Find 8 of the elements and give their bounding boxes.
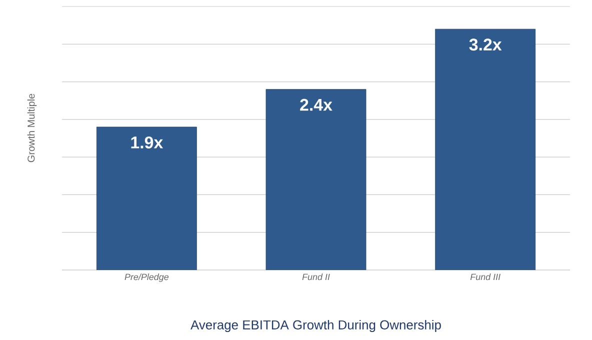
x-tick-label: Fund II — [302, 274, 330, 280]
data-label: 3.2x — [469, 38, 502, 51]
x-tick-label: Fund III — [470, 274, 500, 280]
data-label: 1.9x — [131, 136, 164, 148]
y-axis-title: Growth Multiple — [27, 94, 37, 162]
text: Average EBITDA Growth During Ownership — [190, 320, 441, 332]
data-label: 2.4x — [300, 98, 332, 111]
x-tick-label: Pre/Pledge — [124, 274, 169, 282]
